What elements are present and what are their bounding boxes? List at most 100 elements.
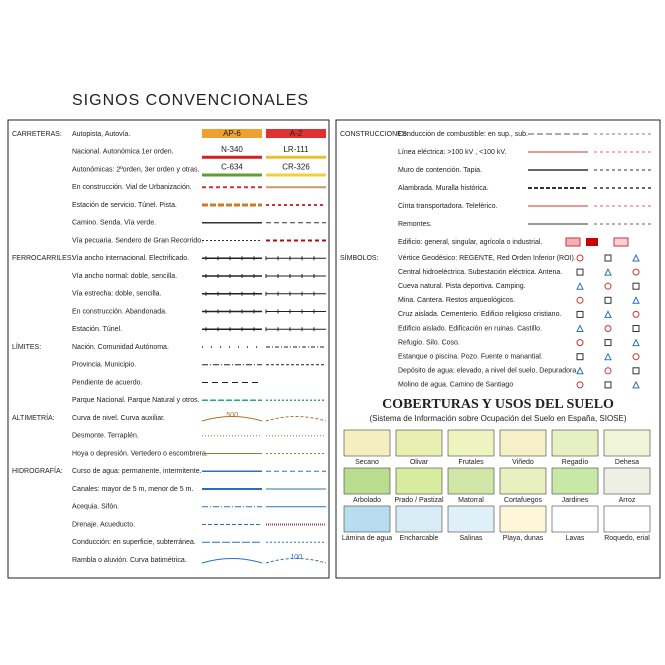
row-label: Curva de nivel. Curva auxiliar.	[72, 415, 165, 422]
road-band	[202, 155, 262, 159]
icon	[604, 352, 612, 361]
section-label: ALTIMETRÍA:	[12, 413, 55, 422]
cover-tile	[499, 429, 547, 457]
cover-tile	[447, 429, 495, 457]
cover-label: Olivar	[410, 459, 429, 466]
icon	[604, 282, 612, 290]
icon	[632, 367, 640, 375]
cover-label: Viñedo	[512, 459, 534, 466]
icon	[604, 267, 612, 276]
icon	[632, 353, 640, 361]
row-label: Molino de agua. Camino de Santiago	[398, 382, 513, 389]
cover-tile	[551, 429, 599, 457]
building	[565, 237, 581, 247]
row-label: Edificio aislado. Edificación en ruinas.…	[398, 325, 542, 332]
row-label: Estación de servicio. Túnel. Pista.	[72, 202, 177, 209]
curve	[201, 416, 263, 422]
row-label: Canales: mayor de 5 m, menor de 5 m.	[72, 486, 193, 493]
row-label: Hoya o depresión. Vertedero o escombrera…	[72, 450, 208, 457]
road-code: N-340	[221, 145, 243, 154]
icon	[604, 296, 612, 304]
icon	[576, 310, 584, 318]
row-label: Vía estrecha: doble, sencilla.	[72, 291, 162, 298]
cover-label: Salinas	[460, 535, 483, 542]
row-label: Conducción: en superficie, subterránea.	[72, 539, 196, 546]
row-label: Estación. Túnel.	[72, 326, 122, 333]
cover-label: Jardines	[562, 497, 589, 504]
building	[586, 238, 598, 246]
row-label: Rambla o aluvión. Curva batimétrica.	[72, 557, 187, 564]
road-code: C-634	[221, 163, 243, 172]
row-label: En construcción. Vial de Urbanización.	[72, 184, 192, 191]
cover-tile	[447, 467, 495, 495]
cover-tile	[603, 505, 651, 533]
section-label: CARRETERAS:	[12, 131, 62, 138]
cover-tile	[395, 467, 443, 495]
icon	[604, 254, 612, 262]
row-label: Nación. Comunidad Autónoma.	[72, 344, 169, 351]
cover-tile	[343, 505, 391, 533]
cover-tile	[499, 467, 547, 495]
icon	[632, 338, 640, 347]
cover-tile	[343, 429, 391, 457]
row-label: Depósito de agua: elevado, a nivel del s…	[398, 368, 578, 375]
curve-tag: 100	[290, 554, 302, 561]
row-label: Cueva natural. Pista deportiva. Camping.	[398, 283, 526, 290]
cover-label: Cortafuegos	[504, 497, 543, 504]
road-code: AP-6	[223, 129, 241, 138]
row-label: Curso de agua: permanente, intermitente.	[72, 468, 202, 475]
curve-tag: 500	[226, 412, 238, 419]
section-label: FERROCARRILES:	[12, 255, 74, 262]
row-label: Alambrada. Muralla histórica.	[398, 185, 489, 192]
icon	[632, 282, 640, 290]
right-panel	[335, 119, 661, 579]
cover-label: Secano	[355, 459, 379, 466]
curve	[265, 558, 327, 564]
cover-tile	[447, 505, 495, 533]
row-label: Autopista, Autovía.	[72, 131, 130, 138]
row-label: Acequia. Sifón.	[72, 504, 119, 511]
cover-tile	[603, 467, 651, 495]
cover-label: Arbolado	[353, 497, 381, 504]
cover-label: Matorral	[458, 497, 484, 504]
icon	[632, 310, 640, 318]
cover-tile	[499, 505, 547, 533]
row-label: Parque Nacional. Parque Natural y otros.	[72, 397, 200, 404]
icon	[604, 381, 612, 389]
cover-label: Prado / Pastizal	[394, 497, 443, 504]
cover-label: Arroz	[619, 497, 636, 504]
row-label: Cinta transportadora. Teleférico.	[398, 203, 498, 210]
cover-tile	[551, 505, 599, 533]
icon	[632, 268, 640, 276]
icon	[632, 325, 640, 332]
row-label: Vía pecuaria. Sendero de Gran Recorrido.	[72, 237, 203, 244]
icon	[632, 380, 640, 389]
row-label: Vía ancho internacional. Electrificado.	[72, 255, 189, 262]
road-band	[202, 129, 262, 138]
row-label: Desmonte. Terraplén.	[72, 433, 139, 440]
icon	[576, 339, 584, 347]
cover-label: Playa, dunas	[503, 535, 544, 542]
row-label: Conducción de combustible: en sup., sub.	[398, 131, 528, 138]
road-band	[202, 173, 262, 177]
road-band	[266, 155, 326, 159]
section-label: HIDROGRAFÍA:	[12, 466, 63, 475]
road-band	[266, 129, 326, 138]
icon	[576, 381, 584, 389]
cover-label: Encharcable	[400, 535, 439, 542]
cover-label: Frutales	[458, 459, 484, 466]
row-label: Drenaje. Acueducto.	[72, 521, 135, 528]
row-label: Línea eléctrica: >100 kV , <100 kV.	[398, 149, 506, 156]
icon	[604, 367, 612, 375]
cover-label: Lámina de agua	[342, 535, 392, 542]
section-label: SÍMBOLOS:	[340, 253, 379, 262]
road-code: A-2	[290, 129, 303, 138]
icon	[604, 325, 612, 332]
road-code: LR-111	[283, 145, 309, 154]
row-label: Mina. Cantera. Restos arqueológicos.	[398, 297, 515, 304]
cover-label: Regadío	[562, 459, 589, 466]
title: SIGNOS CONVENCIONALES	[72, 92, 309, 109]
row-label: Camino. Senda. Vía verde.	[72, 220, 156, 227]
row-label: Central hidroeléctrica. Subestación eléc…	[398, 269, 562, 276]
